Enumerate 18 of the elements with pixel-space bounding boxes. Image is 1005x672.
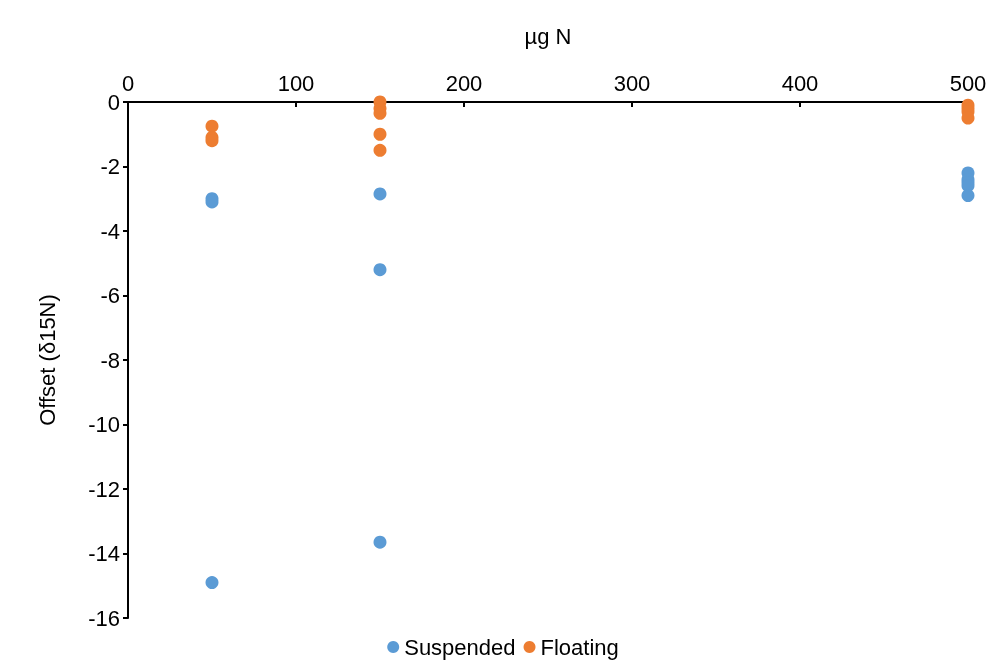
x-tick-label: 300 bbox=[613, 70, 651, 96]
y-axis-title: Offset (δ15N) bbox=[34, 294, 60, 426]
x-axis-title: µg N bbox=[524, 23, 572, 49]
x-tick-label: 500 bbox=[949, 70, 987, 96]
y-tick-label: -6 bbox=[100, 283, 120, 308]
y-tick-label: 0 bbox=[107, 89, 120, 115]
x-tick-label: 100 bbox=[277, 70, 315, 96]
y-tick-label: -10 bbox=[88, 412, 120, 437]
y-tick-label: -2 bbox=[100, 154, 120, 179]
legend-label: Suspended bbox=[404, 634, 516, 660]
x-tick-label: 200 bbox=[445, 70, 483, 96]
y-tick-label: -14 bbox=[88, 541, 120, 566]
y-tick-label: -8 bbox=[100, 347, 120, 373]
legend-label: Floating bbox=[540, 634, 619, 660]
y-tick-label: -4 bbox=[100, 218, 120, 244]
y-tick-label: -12 bbox=[88, 476, 120, 502]
x-tick-label: 400 bbox=[781, 70, 819, 96]
y-tick-label: -16 bbox=[88, 605, 120, 631]
